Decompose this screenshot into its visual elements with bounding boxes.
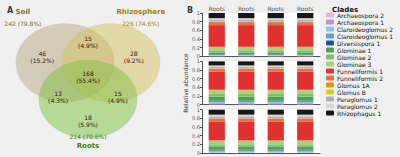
svg-text:Glominae 2: Glominae 2 xyxy=(337,54,372,61)
svg-text:(4.9%): (4.9%) xyxy=(78,42,98,49)
svg-text:A: A xyxy=(7,6,14,15)
svg-text:Roots: Roots xyxy=(297,5,314,12)
svg-text:Glomus 1A: Glomus 1A xyxy=(337,82,370,89)
svg-text:Relative abundance: Relative abundance xyxy=(182,53,189,113)
svg-text:0: 0 xyxy=(196,53,200,60)
svg-text:0.6: 0.6 xyxy=(192,27,200,33)
svg-text:Glominae 3: Glominae 3 xyxy=(337,61,372,68)
svg-text:0.8: 0.8 xyxy=(192,115,200,121)
svg-text:15: 15 xyxy=(114,90,122,97)
svg-text:0.4: 0.4 xyxy=(192,36,200,42)
svg-text:168: 168 xyxy=(82,70,94,77)
svg-text:214 (70.6%): 214 (70.6%) xyxy=(69,133,106,140)
svg-text:Claroideoglomus 2: Claroideoglomus 2 xyxy=(337,25,393,33)
svg-text:15: 15 xyxy=(84,35,92,42)
svg-text:B: B xyxy=(187,6,193,15)
svg-text:0.6: 0.6 xyxy=(192,124,200,130)
svg-text:Paraglomus 1: Paraglomus 1 xyxy=(337,95,378,103)
svg-text:(15.2%): (15.2%) xyxy=(30,57,54,64)
svg-text:0.8: 0.8 xyxy=(192,67,200,73)
svg-text:Claroideoglomus 1: Claroideoglomus 1 xyxy=(337,32,393,40)
svg-text:Rhizophagus 1: Rhizophagus 1 xyxy=(337,110,381,118)
svg-text:46: 46 xyxy=(38,50,46,57)
svg-text:(9.2%): (9.2%) xyxy=(124,57,144,64)
svg-text:0.2: 0.2 xyxy=(192,93,200,99)
svg-text:Glomus B: Glomus B xyxy=(337,89,366,96)
svg-text:Clades: Clades xyxy=(332,6,358,14)
svg-text:Diversispora 1: Diversispora 1 xyxy=(337,39,381,47)
svg-text:Rhizosphere: Rhizosphere xyxy=(116,8,165,16)
svg-text:1: 1 xyxy=(197,10,200,16)
svg-text:(4.3%): (4.3%) xyxy=(48,97,68,104)
svg-text:0: 0 xyxy=(197,150,200,156)
svg-text:0.6: 0.6 xyxy=(192,76,200,82)
svg-text:Roots: Roots xyxy=(77,142,100,150)
svg-text:0.8: 0.8 xyxy=(192,19,200,25)
svg-text:28: 28 xyxy=(130,50,138,57)
svg-text:(55.4%): (55.4%) xyxy=(76,77,100,84)
svg-text:Funneliformis 1: Funneliformis 1 xyxy=(337,68,383,75)
svg-text:Paraglomus 2: Paraglomus 2 xyxy=(337,102,378,110)
svg-text:13: 13 xyxy=(54,90,62,97)
svg-text:1: 1 xyxy=(197,107,200,113)
svg-text:Roots: Roots xyxy=(208,5,225,12)
svg-text:(5.9%): (5.9%) xyxy=(78,121,98,128)
svg-text:18: 18 xyxy=(84,114,92,121)
svg-text:0.4: 0.4 xyxy=(192,133,200,139)
svg-text:(4.9%): (4.9%) xyxy=(108,97,128,104)
svg-text:1: 1 xyxy=(197,58,200,64)
svg-text:Archaeospora 1: Archaeospora 1 xyxy=(337,18,385,26)
svg-text:Roots: Roots xyxy=(267,5,284,12)
svg-text:0: 0 xyxy=(196,101,200,108)
svg-text:0.2: 0.2 xyxy=(192,45,200,51)
svg-text:Funneliformis 2: Funneliformis 2 xyxy=(337,75,383,82)
svg-text:0.4: 0.4 xyxy=(192,84,200,90)
svg-text:226 (74.6%): 226 (74.6%) xyxy=(122,20,159,27)
svg-text:Soil: Soil xyxy=(16,8,31,16)
svg-text:0.2: 0.2 xyxy=(192,141,200,147)
svg-text:Glominae 1: Glominae 1 xyxy=(337,47,372,54)
svg-text:Roots: Roots xyxy=(238,5,255,12)
svg-text:242 (79.8%): 242 (79.8%) xyxy=(4,20,41,27)
